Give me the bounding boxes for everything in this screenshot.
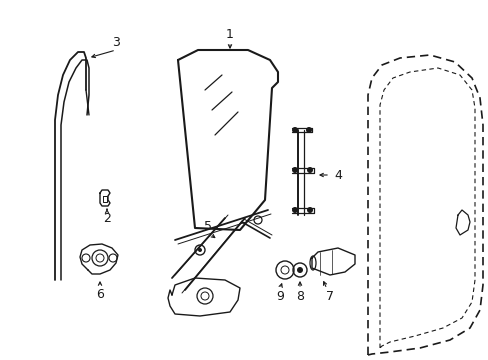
Text: 4: 4 [333,168,341,181]
Circle shape [306,167,312,173]
Circle shape [306,207,312,213]
Text: 5: 5 [203,220,212,233]
Text: 9: 9 [276,289,284,302]
Circle shape [198,248,202,252]
Circle shape [291,167,297,173]
Circle shape [296,267,303,273]
Text: 7: 7 [325,289,333,302]
Text: 6: 6 [96,288,104,301]
Text: 8: 8 [295,289,304,302]
Text: 3: 3 [112,36,120,49]
Text: 2: 2 [103,212,111,225]
Circle shape [305,127,311,133]
Text: 1: 1 [225,27,233,41]
Circle shape [291,207,297,213]
Circle shape [291,127,297,133]
